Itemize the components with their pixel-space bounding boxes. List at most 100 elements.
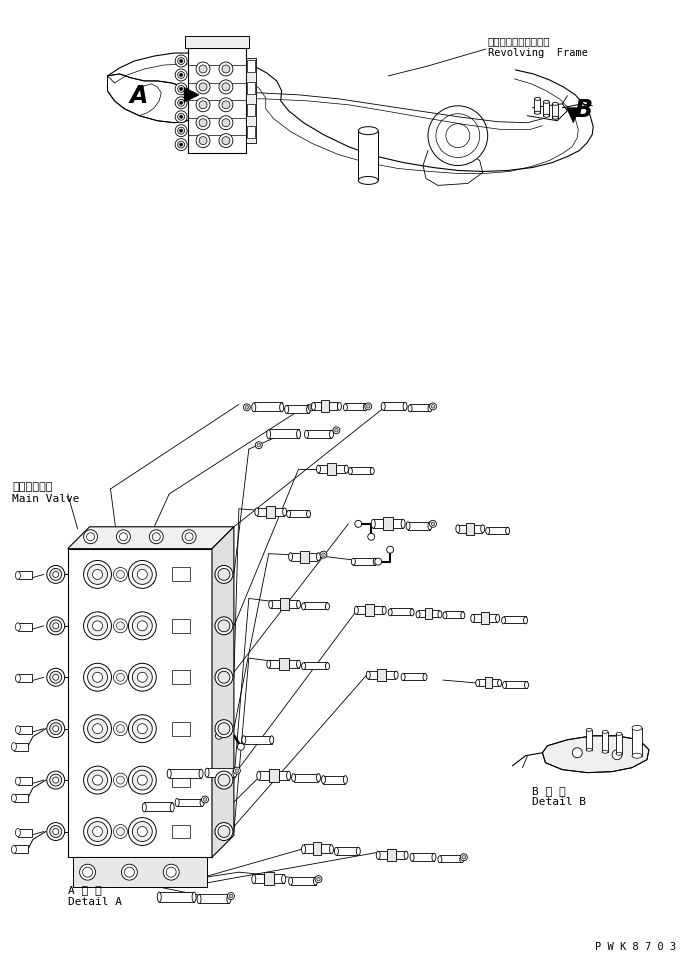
Ellipse shape — [307, 406, 311, 414]
Circle shape — [308, 404, 315, 412]
Ellipse shape — [373, 558, 377, 566]
Ellipse shape — [401, 519, 405, 529]
Circle shape — [215, 566, 233, 583]
Bar — [263, 872, 274, 886]
Bar — [586, 730, 592, 750]
Circle shape — [367, 405, 370, 409]
Circle shape — [429, 520, 436, 528]
Bar — [72, 858, 207, 888]
Bar — [396, 852, 405, 860]
Circle shape — [227, 892, 234, 899]
Ellipse shape — [252, 875, 256, 884]
Circle shape — [229, 894, 233, 898]
Circle shape — [215, 771, 233, 789]
Circle shape — [429, 403, 436, 411]
Ellipse shape — [344, 404, 347, 412]
Circle shape — [132, 719, 152, 739]
Bar — [544, 103, 549, 116]
Bar — [408, 522, 430, 530]
Bar — [247, 61, 255, 73]
Bar — [337, 466, 346, 474]
Circle shape — [215, 720, 233, 737]
Bar — [270, 601, 279, 609]
Ellipse shape — [286, 771, 291, 780]
Ellipse shape — [316, 553, 321, 561]
Bar — [177, 798, 202, 806]
Bar — [321, 844, 330, 854]
Ellipse shape — [498, 680, 502, 687]
Ellipse shape — [289, 553, 293, 561]
Ellipse shape — [170, 803, 174, 812]
Circle shape — [137, 621, 147, 631]
Bar — [504, 616, 526, 624]
Circle shape — [121, 864, 137, 880]
Polygon shape — [567, 109, 580, 124]
Circle shape — [93, 570, 102, 579]
Circle shape — [320, 551, 327, 558]
Circle shape — [128, 664, 156, 692]
Ellipse shape — [284, 406, 289, 414]
Circle shape — [201, 797, 208, 803]
Ellipse shape — [314, 877, 318, 886]
Ellipse shape — [15, 726, 20, 734]
Ellipse shape — [286, 511, 291, 517]
Ellipse shape — [200, 798, 204, 806]
Circle shape — [175, 83, 187, 96]
Bar — [172, 825, 190, 838]
Ellipse shape — [428, 405, 432, 413]
Circle shape — [132, 668, 152, 687]
Circle shape — [178, 58, 185, 66]
Ellipse shape — [255, 509, 259, 516]
Ellipse shape — [305, 431, 309, 439]
Ellipse shape — [205, 768, 209, 777]
Ellipse shape — [351, 558, 355, 566]
Circle shape — [219, 135, 233, 148]
Ellipse shape — [15, 572, 20, 579]
Bar — [632, 728, 642, 756]
Ellipse shape — [158, 892, 161, 902]
Circle shape — [180, 116, 183, 119]
Circle shape — [235, 769, 238, 772]
Bar — [254, 874, 263, 883]
Circle shape — [446, 125, 470, 148]
Ellipse shape — [316, 774, 321, 782]
Bar — [491, 679, 498, 686]
Bar — [383, 403, 405, 411]
Circle shape — [462, 856, 466, 860]
Bar — [172, 568, 190, 581]
Ellipse shape — [283, 509, 286, 516]
Circle shape — [49, 569, 62, 580]
Bar — [458, 525, 466, 533]
Circle shape — [218, 672, 230, 683]
Circle shape — [116, 571, 124, 578]
Circle shape — [53, 777, 59, 783]
Ellipse shape — [438, 856, 442, 862]
Circle shape — [196, 116, 210, 131]
Circle shape — [218, 826, 230, 837]
Bar — [304, 844, 312, 854]
Bar — [247, 105, 255, 116]
Circle shape — [93, 775, 102, 785]
Ellipse shape — [297, 661, 300, 669]
Bar — [616, 735, 622, 754]
Circle shape — [175, 56, 187, 68]
Bar — [368, 672, 377, 679]
Bar — [304, 663, 328, 670]
Text: メインバルブ: メインバルブ — [12, 482, 52, 491]
Circle shape — [47, 720, 65, 737]
Circle shape — [178, 73, 185, 79]
Circle shape — [53, 828, 59, 834]
Ellipse shape — [544, 115, 549, 118]
Ellipse shape — [348, 468, 353, 475]
Circle shape — [233, 767, 240, 774]
Circle shape — [180, 88, 183, 91]
Circle shape — [375, 558, 382, 566]
Circle shape — [175, 140, 187, 151]
Text: A: A — [130, 83, 148, 108]
Ellipse shape — [404, 852, 408, 860]
Circle shape — [84, 561, 112, 589]
Ellipse shape — [192, 892, 196, 902]
Ellipse shape — [553, 117, 558, 120]
Circle shape — [368, 534, 375, 541]
Ellipse shape — [344, 776, 347, 784]
